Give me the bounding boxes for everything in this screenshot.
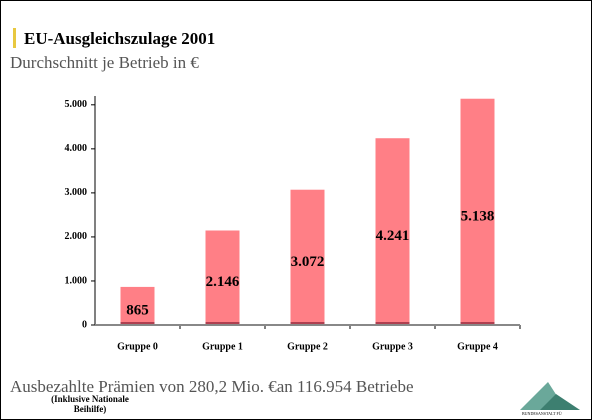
y-tick-label: 2.000 — [65, 231, 88, 242]
value-label: 5.138 — [461, 208, 495, 224]
bar — [375, 138, 410, 325]
y-tick-label: 4.000 — [65, 143, 88, 154]
logo-text: BUNDESANSTALT FÜ — [522, 411, 562, 416]
bar-base — [290, 322, 325, 325]
value-label: 865 — [126, 302, 149, 318]
bar-base — [375, 322, 410, 325]
value-label: 2.146 — [206, 274, 240, 290]
y-tick-label: 3.000 — [65, 187, 88, 198]
footnote: Ausbezahlte Prämien von 280,2 Mio. €an 1… — [10, 377, 414, 396]
bar-base — [205, 322, 240, 325]
bar-base — [120, 322, 155, 325]
bar-base — [460, 322, 495, 325]
x-tick-label: Gruppe 3 — [372, 341, 413, 352]
chart-title: EU-Ausgleichszulage 2001 — [24, 29, 215, 48]
x-tick-label: Gruppe 2 — [287, 341, 328, 352]
value-label: 4.241 — [376, 228, 410, 244]
note: (Inklusive Nationale Beihilfe) — [51, 394, 129, 414]
bar — [460, 98, 495, 326]
bar — [290, 189, 325, 325]
bar — [120, 286, 155, 325]
y-tick-label: 0 — [82, 319, 87, 330]
y-tick-label: 1.000 — [65, 275, 88, 286]
chart-subtitle: Durchschnitt je Betrieb in € — [10, 53, 199, 72]
x-tick-label: Gruppe 1 — [202, 341, 243, 352]
value-label: 3.072 — [291, 254, 325, 270]
y-tick-label: 5.000 — [65, 99, 88, 110]
bar — [205, 230, 240, 325]
note-box: (Inklusive Nationale Beihilfe) — [51, 394, 129, 414]
logo-mark — [540, 394, 580, 410]
x-tick-label: Gruppe 0 — [117, 341, 158, 352]
x-tick-label: Gruppe 4 — [457, 341, 498, 352]
accent-bar — [13, 28, 16, 48]
